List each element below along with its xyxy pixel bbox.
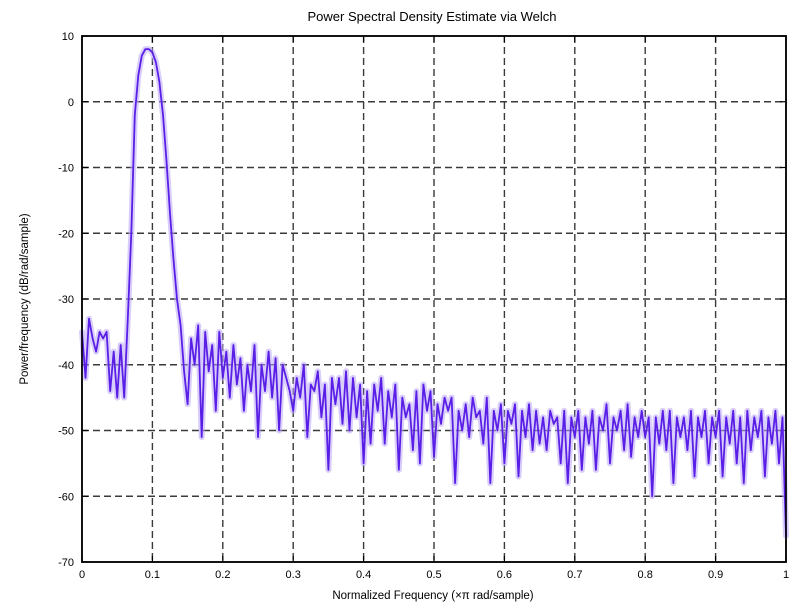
y-tick-label: -30 <box>58 294 74 306</box>
axis-ticks <box>81 35 787 563</box>
y-tick-label: -70 <box>58 557 74 569</box>
y-tick-label: -20 <box>58 228 74 240</box>
y-tick-label: -10 <box>58 163 74 175</box>
x-tick-label: 0.3 <box>286 569 301 581</box>
y-tick-label: 0 <box>68 97 74 109</box>
y-tick-label: -40 <box>58 360 74 372</box>
x-tick-labels: 0 0.1 0.2 0.3 0.4 0.5 0.6 0.7 0.8 0.9 1 <box>79 569 789 581</box>
x-tick-label: 1 <box>783 569 789 581</box>
x-tick-label: 0.2 <box>215 569 230 581</box>
x-tick-label: 0.5 <box>426 569 441 581</box>
chart-title: Power Spectral Density Estimate via Welc… <box>307 9 556 24</box>
x-tick-label: 0.8 <box>638 569 653 581</box>
y-tick-label: -60 <box>58 491 74 503</box>
y-tick-label: -50 <box>58 426 74 438</box>
x-tick-label: 0 <box>79 569 85 581</box>
y-axis-label: Power/frequency (dB/rad/sample) <box>19 213 31 384</box>
x-axis-label: Normalized Frequency (×π rad/sample) <box>332 590 533 602</box>
y-tick-labels: 10 0 -10 -20 -30 -40 -50 -60 -70 <box>58 31 74 569</box>
x-tick-label: 0.6 <box>497 569 512 581</box>
y-tick-label: 10 <box>62 31 74 43</box>
x-tick-label: 0.7 <box>567 569 582 581</box>
plot-border <box>81 35 787 563</box>
psd-series <box>79 46 789 539</box>
x-tick-label: 0.1 <box>145 569 160 581</box>
psd-trace <box>81 48 787 537</box>
x-tick-label: 0.9 <box>708 569 723 581</box>
x-tick-label: 0.4 <box>356 569 371 581</box>
